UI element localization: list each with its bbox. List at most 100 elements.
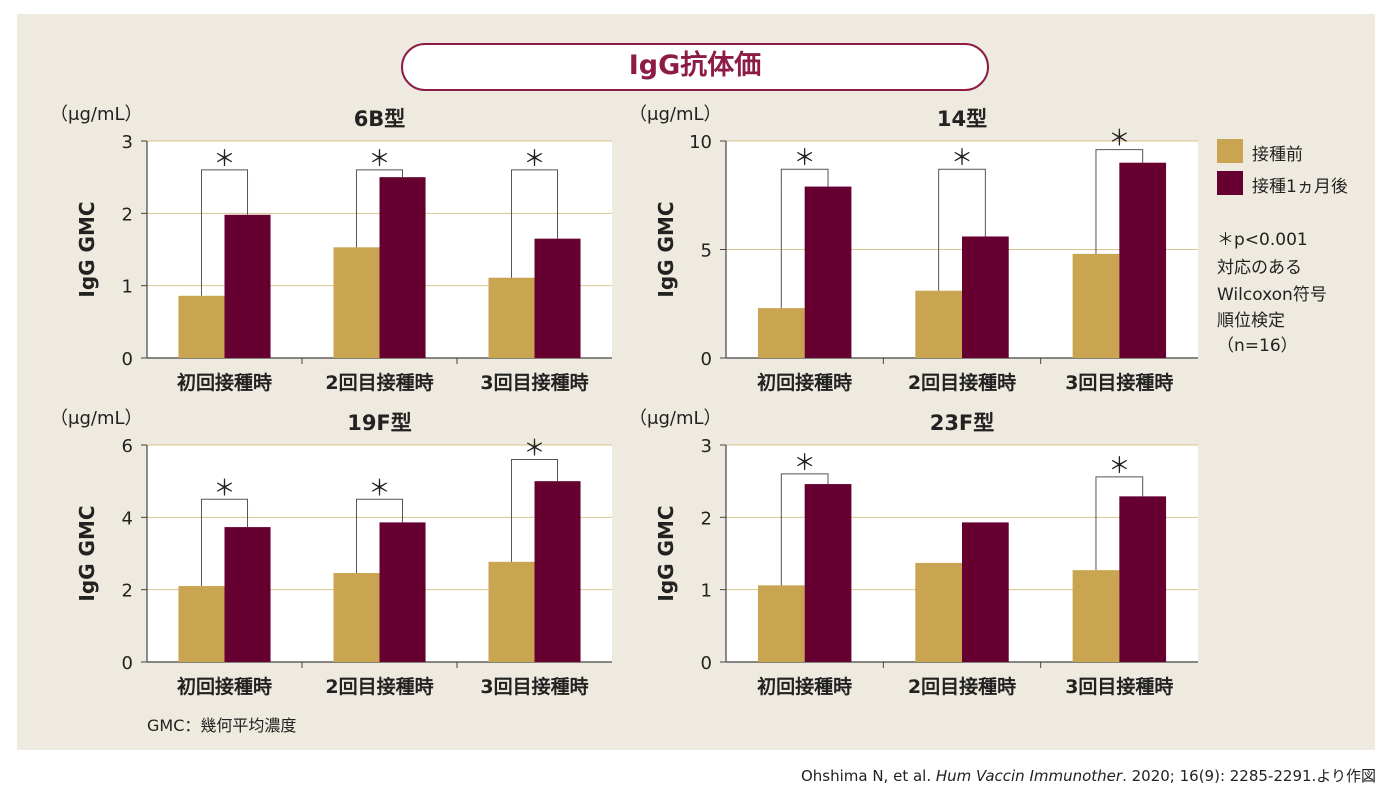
chart4-category-label: 2回目接種時	[908, 676, 1016, 698]
chart2-y-tick-label: 0	[701, 349, 712, 370]
chart2-significance-bracket	[1095, 149, 1144, 254]
chart1-bar-before	[333, 247, 380, 358]
chart1-category-label: 初回接種時	[177, 371, 272, 394]
citation: Ohshima N, et al. Hum Vaccin Immunother.…	[801, 765, 1376, 786]
chart3-category-label: 3回目接種時	[480, 676, 588, 698]
chart3-y-tick-label: 0	[122, 653, 133, 674]
chart1-bar-after	[534, 238, 581, 358]
legend-label-before: 接種前	[1252, 145, 1303, 165]
note-line-1: ＊p<0.001	[1217, 230, 1308, 250]
chart2-title: 14型	[937, 107, 987, 131]
note-line-4: 順位検定	[1217, 311, 1285, 331]
chart1-y-tick-label: 1	[122, 277, 133, 298]
chart1-y-tick-label: 0	[122, 349, 133, 370]
legend-swatch-after	[1217, 171, 1243, 195]
chart4-y-tick-label: 1	[701, 581, 712, 602]
chart3-category-label: 2回目接種時	[325, 676, 433, 698]
chart1-bar-before	[488, 277, 535, 358]
chart3-category-label: 初回接種時	[177, 675, 272, 698]
chart1-y-axis-label: IgG GMC	[75, 201, 99, 297]
chart1-y-tick-label: 3	[122, 132, 133, 153]
chart4-bar-before	[757, 585, 805, 662]
chart1-unit-label: （μg/mL）	[50, 104, 143, 125]
chart3-y-tick-label: 2	[122, 581, 133, 602]
chart4-category-label: 3回目接種時	[1065, 676, 1173, 698]
chart4-unit-label: （μg/mL）	[629, 408, 722, 429]
chart3-y-tick-label: 6	[122, 436, 133, 457]
note-line-5: （n=16）	[1217, 336, 1298, 356]
chart2-bar-before	[757, 308, 805, 358]
chart4-significance-bracket	[1095, 476, 1144, 571]
chart4-bar-after	[1119, 496, 1167, 662]
chart1-significance-bracket	[200, 169, 249, 296]
chart3-significance-mark: ＊	[523, 436, 545, 461]
chart2-y-tick-label: 5	[701, 241, 712, 262]
chart3-bar-after	[379, 522, 426, 662]
chart2-significance-mark: ＊	[951, 146, 973, 171]
chart3-significance-mark: ＊	[368, 476, 390, 501]
chart3-y-tick-label: 4	[122, 508, 133, 529]
chart3-significance-mark: ＊	[213, 476, 235, 501]
chart1-significance-mark: ＊	[523, 147, 545, 172]
chart4-significance-mark: ＊	[794, 451, 816, 476]
chart4-bar-after	[962, 522, 1009, 662]
chart3-bar-before	[178, 586, 225, 662]
chart4-y-tick-label: 0	[701, 653, 712, 674]
note-line-3: Wilcoxon符号	[1217, 285, 1327, 305]
chart2-significance-bracket	[938, 168, 986, 291]
chart4-title: 23F型	[930, 411, 995, 435]
legend-label-after: 接種1ヵ月後	[1252, 177, 1348, 197]
chart3-significance-bracket	[355, 498, 404, 574]
chart4-y-tick-label: 2	[701, 508, 712, 529]
chart2-bar-after	[962, 236, 1009, 358]
chart2-y-tick-label: 10	[689, 132, 712, 153]
chart2-significance-mark: ＊	[794, 146, 816, 171]
chart1-bar-after	[379, 177, 426, 358]
chart3-bar-before	[333, 573, 380, 662]
chart4-bar-before	[1072, 570, 1120, 662]
chart4-significance-bracket	[780, 473, 829, 586]
chart3-title: 19F型	[347, 411, 412, 435]
chart1-significance-mark: ＊	[368, 147, 390, 172]
chart2-bar-after	[1119, 162, 1167, 358]
chart2-y-axis-label: IgG GMC	[654, 201, 678, 297]
chart4-bar-after	[804, 484, 852, 662]
chart3-significance-bracket	[510, 458, 559, 562]
chart1-significance-mark: ＊	[213, 147, 235, 172]
citation-rest: . 2020; 16(9): 2285-2291.より作図	[1122, 767, 1376, 785]
citation-authors: Ohshima N, et al.	[800, 767, 936, 785]
note-line-2: 対応のある	[1217, 258, 1302, 278]
chart3-y-axis-label: IgG GMC	[75, 505, 99, 601]
chart4-category-label: 初回接種時	[757, 675, 852, 698]
chart2-bar-before	[915, 290, 962, 358]
chart2-bar-after	[804, 186, 852, 358]
citation-journal: Hum Vaccin Immunother	[935, 767, 1123, 785]
chart1-y-tick-label: 2	[122, 204, 133, 225]
chart2-significance-bracket	[780, 168, 829, 309]
chart1-significance-bracket	[355, 169, 404, 248]
chart4-bar-before	[915, 562, 962, 662]
chart3-bar-before	[488, 561, 535, 662]
chart1-bar-before	[178, 295, 225, 358]
chart2-category-label: 2回目接種時	[908, 372, 1016, 394]
chart4-significance-mark: ＊	[1108, 454, 1130, 479]
main-title: IgG抗体価	[401, 43, 989, 91]
chart1-category-label: 3回目接種時	[480, 372, 588, 394]
legend-swatch-before	[1217, 139, 1243, 163]
chart1-category-label: 2回目接種時	[325, 372, 433, 394]
chart2-bar-before	[1072, 253, 1120, 358]
chart3-significance-bracket	[200, 498, 249, 587]
chart2-category-label: 初回接種時	[757, 371, 852, 394]
chart4-y-axis-label: IgG GMC	[654, 505, 678, 601]
chart2-unit-label: （μg/mL）	[629, 104, 722, 125]
chart3-unit-label: （μg/mL）	[50, 408, 143, 429]
chart3-bar-after	[534, 481, 581, 662]
chart3-bar-after	[224, 527, 271, 662]
chart2-category-label: 3回目接種時	[1065, 372, 1173, 394]
chart2-significance-mark: ＊	[1108, 127, 1130, 152]
chart1-title: 6B型	[354, 107, 406, 131]
chart4-y-tick-label: 3	[701, 436, 712, 457]
gmc-footnote: GMC：幾何平均濃度	[147, 716, 297, 735]
chart1-significance-bracket	[510, 169, 559, 278]
